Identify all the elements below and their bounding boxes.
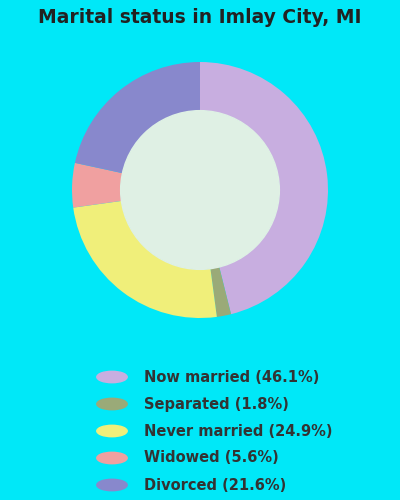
Wedge shape <box>73 201 217 318</box>
Text: Never married (24.9%): Never married (24.9%) <box>144 424 332 438</box>
Wedge shape <box>75 62 200 173</box>
Text: Divorced (21.6%): Divorced (21.6%) <box>144 478 286 492</box>
Text: Widowed (5.6%): Widowed (5.6%) <box>144 450 279 466</box>
Wedge shape <box>210 267 231 317</box>
Circle shape <box>97 426 127 436</box>
Circle shape <box>97 372 127 382</box>
Wedge shape <box>200 62 328 314</box>
Circle shape <box>97 480 127 490</box>
Circle shape <box>97 398 127 409</box>
Text: Marital status in Imlay City, MI: Marital status in Imlay City, MI <box>38 8 362 27</box>
Wedge shape <box>72 163 122 208</box>
Circle shape <box>97 452 127 464</box>
Circle shape <box>121 110 279 270</box>
Text: Now married (46.1%): Now married (46.1%) <box>144 370 319 384</box>
Text: Separated (1.8%): Separated (1.8%) <box>144 396 289 411</box>
